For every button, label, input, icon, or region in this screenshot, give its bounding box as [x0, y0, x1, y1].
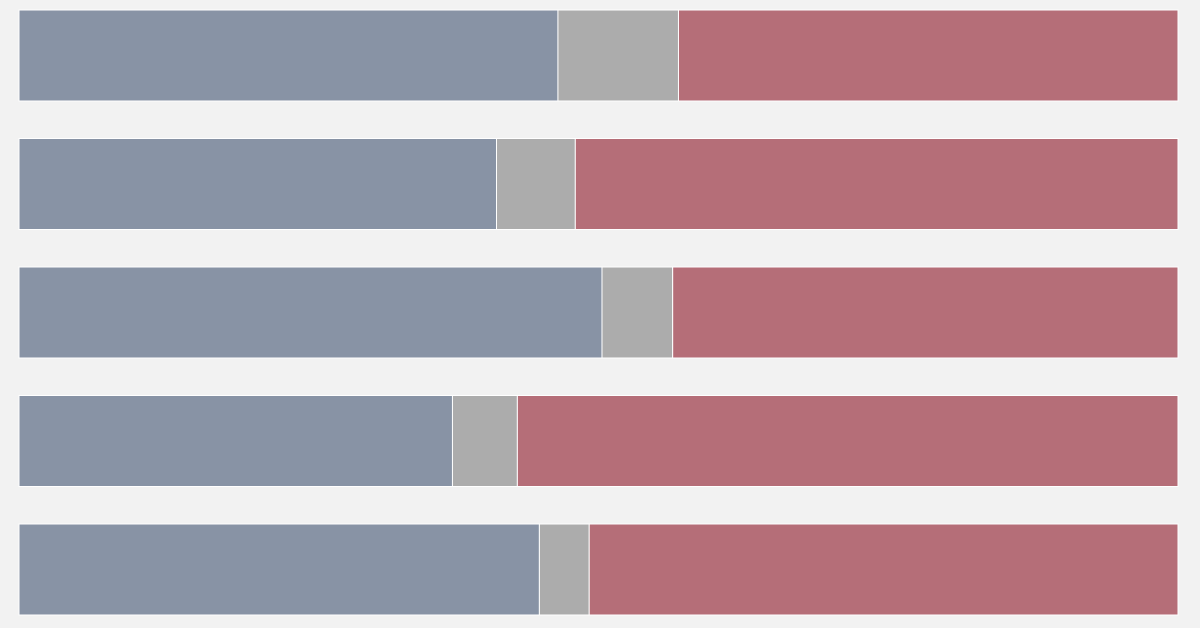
bar-segment	[557, 9, 679, 102]
bar-segment	[18, 138, 498, 230]
bar-segment	[18, 523, 540, 616]
bar-segment	[516, 395, 1179, 487]
bar-segment	[18, 9, 559, 102]
bar-segment	[677, 9, 1179, 102]
bar-segment	[18, 266, 603, 359]
bar-segment	[588, 523, 1179, 616]
bar-segment	[18, 395, 453, 487]
bar-segment	[574, 138, 1179, 230]
bar-segment	[601, 266, 674, 359]
bar-segment	[672, 266, 1179, 359]
bar-segment	[538, 523, 590, 616]
bar-segment	[451, 395, 518, 487]
bar-segment	[496, 138, 576, 230]
